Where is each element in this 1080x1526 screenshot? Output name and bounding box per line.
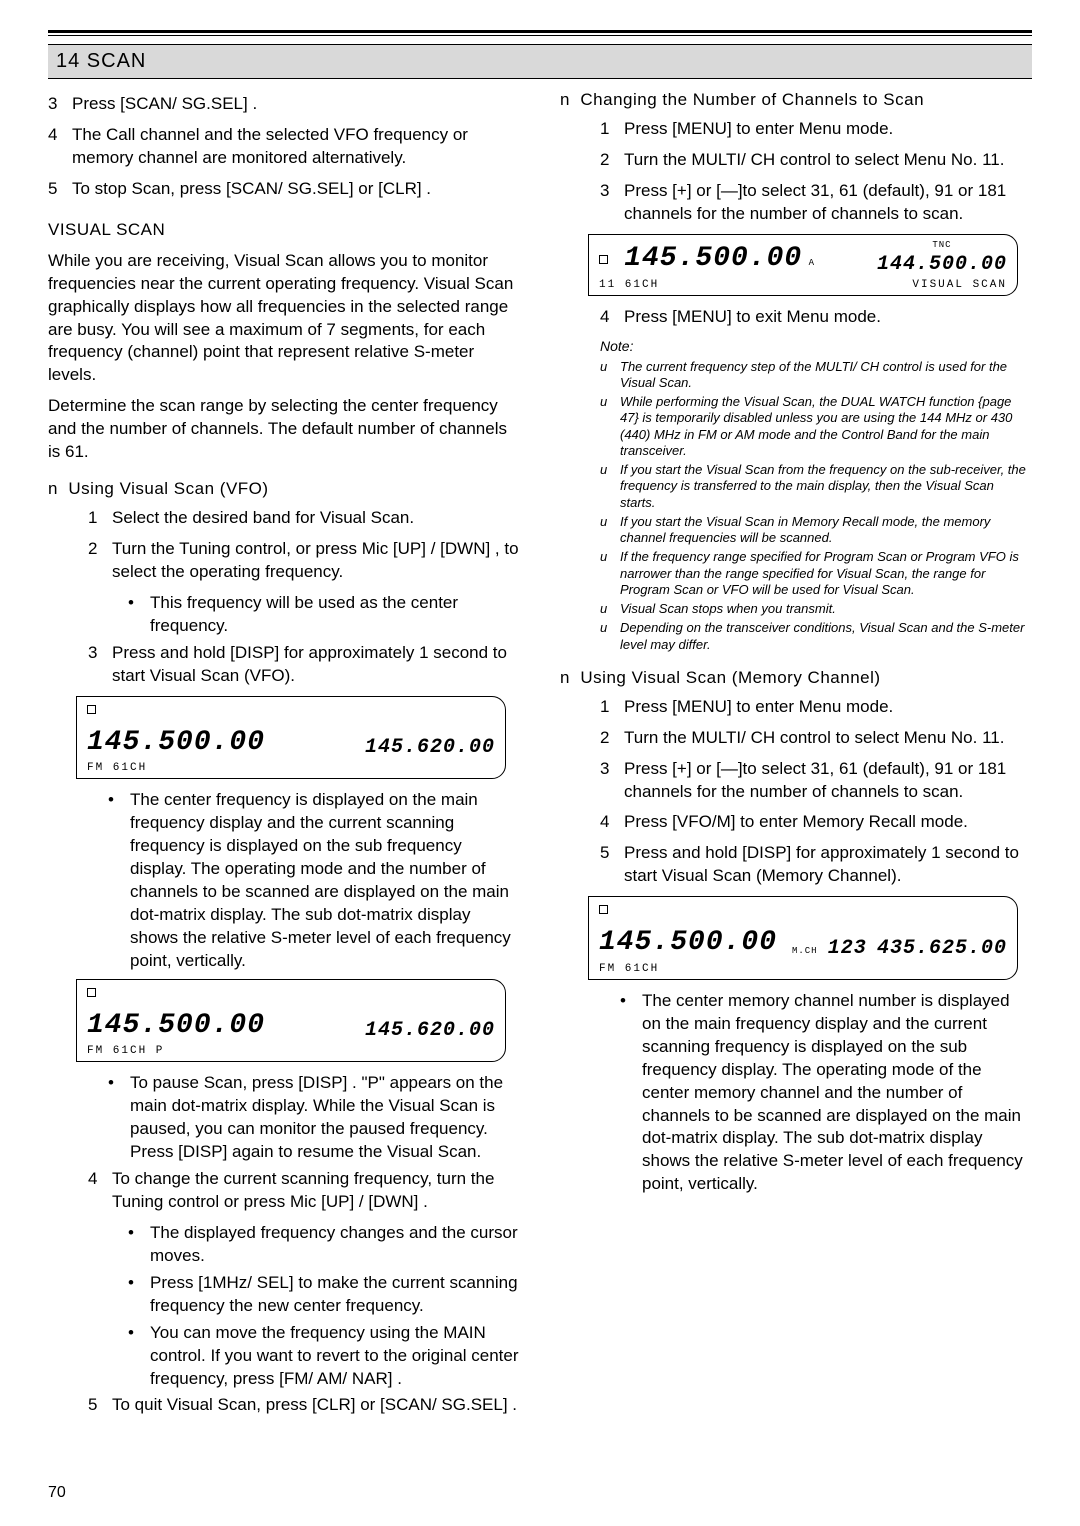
- note-mark: u: [600, 462, 620, 511]
- bullet-dot: •: [128, 1322, 150, 1391]
- num: 5: [88, 1394, 112, 1417]
- bullet-dot: •: [620, 990, 642, 1196]
- note-text: The current frequency step of the MULTI/…: [620, 359, 1032, 392]
- note-text: If the frequency range specified for Pro…: [620, 549, 1032, 598]
- step: Press [MENU] to enter Menu mode.: [624, 696, 893, 719]
- lcd-display-4: 145.500.00 M.CH 123 435.625.00 FM 61CH: [588, 896, 1018, 980]
- note-text: While performing the Visual Scan, the DU…: [620, 394, 1032, 459]
- num: 4: [600, 306, 624, 329]
- num-3: 3: [48, 93, 72, 116]
- step-text: The Call channel and the selected VFO fr…: [72, 124, 520, 170]
- note-text: Depending on the transceiver conditions,…: [620, 620, 1032, 653]
- step: Press and hold [DISP] for approximately …: [624, 842, 1032, 888]
- bullet-text: The displayed frequency changes and the …: [150, 1222, 520, 1268]
- lcd-freq: 145.500.00: [624, 243, 802, 274]
- lcd-subfreq: 435.625.00: [877, 937, 1007, 960]
- lcd-freq: 145.500.00: [87, 1007, 265, 1045]
- step: To quit Visual Scan, press [CLR] or [SCA…: [112, 1394, 517, 1417]
- step: Press [+] or [—]to select 31, 61 (defaul…: [624, 758, 1032, 804]
- lcd-subfreq: 145.620.00: [365, 734, 495, 761]
- step: Press and hold [DISP] for approximately …: [112, 642, 520, 688]
- note-mark: u: [600, 514, 620, 547]
- bullet-dot: •: [108, 789, 130, 973]
- mem-heading: n Using Visual Scan (Memory Channel): [560, 667, 1032, 690]
- chg-title-text: Changing the Number of Channels to Scan: [580, 90, 924, 109]
- num: 4: [600, 811, 624, 834]
- bullet-text: You can move the frequency using the MAI…: [150, 1322, 520, 1391]
- bullet-text: The center memory channel number is disp…: [642, 990, 1032, 1196]
- mem-title-text: Using Visual Scan (Memory Channel): [580, 668, 880, 687]
- step: Press [+] or [—]to select 31, 61 (defaul…: [624, 180, 1032, 226]
- num: 1: [600, 696, 624, 719]
- note-title: Note:: [600, 337, 1032, 356]
- vfo-heading: n Using Visual Scan (VFO): [48, 478, 520, 501]
- bullet-dot: •: [108, 1072, 130, 1164]
- right-column: n Changing the Number of Channels to Sca…: [560, 89, 1032, 1425]
- lcd-bottom: FM 61CH P: [87, 1044, 495, 1059]
- step: Turn the Tuning control, or press Mic [U…: [112, 538, 520, 584]
- num: 2: [88, 538, 112, 584]
- note-text: If you start the Visual Scan from the fr…: [620, 462, 1032, 511]
- step: Turn the MULTI/ CH control to select Men…: [624, 727, 1004, 750]
- num: 1: [88, 507, 112, 530]
- num: 5: [600, 842, 624, 888]
- bullet-text: Press [1MHz/ SEL] to make the current sc…: [150, 1272, 520, 1318]
- note-mark: u: [600, 601, 620, 617]
- lcd-bottom: FM 61CH: [87, 761, 495, 776]
- num: 3: [600, 758, 624, 804]
- bullet-text: To pause Scan, press [DISP] . "P" appear…: [130, 1072, 520, 1164]
- note-mark: u: [600, 359, 620, 392]
- lcd-freq: 145.500.00: [87, 724, 265, 762]
- num: 2: [600, 727, 624, 750]
- bullet-text: This frequency will be used as the cente…: [150, 592, 520, 638]
- num: 3: [88, 642, 112, 688]
- note-mark: u: [600, 620, 620, 653]
- lcd-bottom-left: 11 61CH: [599, 278, 659, 293]
- visual-scan-para2: Determine the scan range by selecting th…: [48, 395, 520, 464]
- lcd-freq: 145.500.00: [599, 924, 777, 962]
- lcd-display-1: 145.500.00 145.620.00 FM 61CH: [76, 696, 506, 780]
- step: Press [VFO/M] to enter Memory Recall mod…: [624, 811, 968, 834]
- chg-heading: n Changing the Number of Channels to Sca…: [560, 89, 1032, 112]
- top-rule-thin: [48, 35, 1032, 36]
- num: 4: [88, 1168, 112, 1214]
- step-text: To stop Scan, press [SCAN/ SG.SEL] or [C…: [72, 178, 431, 201]
- num: 3: [600, 180, 624, 226]
- note-text: If you start the Visual Scan in Memory R…: [620, 514, 1032, 547]
- num: 1: [600, 118, 624, 141]
- bullet-dot: •: [128, 1272, 150, 1318]
- mch-num: 123: [828, 937, 867, 960]
- page-number: 70: [48, 1482, 66, 1504]
- top-rule-thick: [48, 30, 1032, 33]
- num-5: 5: [48, 178, 72, 201]
- step: Turn the MULTI/ CH control to select Men…: [624, 149, 1004, 172]
- note-mark: u: [600, 394, 620, 459]
- num: 2: [600, 149, 624, 172]
- lcd-bottom-right: VISUAL SCAN: [912, 278, 1007, 293]
- bullet-dot: •: [128, 592, 150, 638]
- num-4: 4: [48, 124, 72, 170]
- step: To change the current scanning frequency…: [112, 1168, 520, 1214]
- mch-label: M.CH: [792, 946, 818, 956]
- visual-scan-para: While you are receiving, Visual Scan all…: [48, 250, 520, 388]
- vfo-title-text: Using Visual Scan (VFO): [68, 479, 268, 498]
- bullet-text: The center frequency is displayed on the…: [130, 789, 520, 973]
- note-text: Visual Scan stops when you transmit.: [620, 601, 836, 617]
- lcd-bottom: FM 61CH: [599, 962, 1007, 977]
- lcd-display-2: 145.500.00 145.620.00 FM 61CH P: [76, 979, 506, 1063]
- note-mark: u: [600, 549, 620, 598]
- section-header: 14 SCAN: [48, 44, 1032, 79]
- step: Select the desired band for Visual Scan.: [112, 507, 414, 530]
- bullet-dot: •: [128, 1222, 150, 1268]
- tnc-label: TNC: [877, 239, 1007, 251]
- step: Press [MENU] to exit Menu mode.: [624, 306, 881, 329]
- lcd-display-3: 145.500.00 A TNC 144.500.00 11 61CH VISU…: [588, 234, 1018, 296]
- step: Press [MENU] to enter Menu mode.: [624, 118, 893, 141]
- visual-scan-heading: VISUAL SCAN: [48, 219, 520, 242]
- lcd-subfreq: 145.620.00: [365, 1017, 495, 1044]
- left-column: 3Press [SCAN/ SG.SEL] . 4The Call channe…: [48, 89, 520, 1425]
- step-text: Press [SCAN/ SG.SEL] .: [72, 93, 257, 116]
- lcd-subfreq: 144.500.00: [877, 251, 1007, 278]
